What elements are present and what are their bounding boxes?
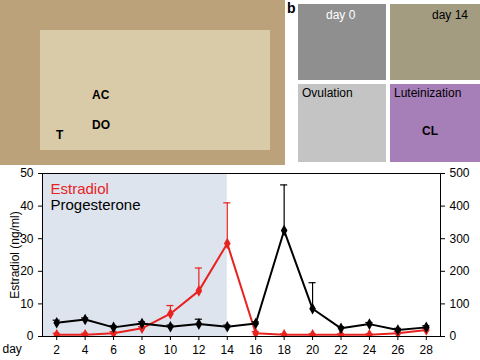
svg-text:Progesterone: Progesterone: [51, 196, 141, 213]
svg-text:22: 22: [334, 343, 348, 357]
svg-text:16: 16: [249, 343, 263, 357]
html-text:day 0: day 0: [326, 8, 356, 22]
svg-text:300: 300: [450, 232, 470, 246]
html-text:DO: DO: [92, 118, 110, 132]
svg-text:0: 0: [450, 329, 457, 343]
html-text:CL: CL: [422, 124, 438, 138]
svg-text:8: 8: [139, 343, 146, 357]
html-text:b: b: [287, 0, 296, 16]
svg-text:200: 200: [450, 264, 470, 278]
svg-text:24: 24: [363, 343, 377, 357]
svg-text:400: 400: [450, 199, 470, 213]
svg-text:day: day: [3, 342, 22, 356]
svg-text:28: 28: [420, 343, 434, 357]
svg-text:100: 100: [450, 297, 470, 311]
svg-text:Estradiol: Estradiol: [51, 180, 109, 197]
html-text:T: T: [56, 128, 64, 142]
svg-text:40: 40: [20, 199, 34, 213]
html-text:AC: AC: [92, 88, 110, 102]
svg-text:4: 4: [82, 343, 89, 357]
svg-text:10: 10: [164, 343, 178, 357]
svg-text:0: 0: [27, 329, 34, 343]
html-text:day 14: day 14: [432, 8, 468, 22]
svg-text:30: 30: [20, 232, 34, 246]
svg-text:10: 10: [20, 297, 34, 311]
svg-text:Estradiol (ng/ml): Estradiol (ng/ml): [8, 211, 22, 298]
svg-text:12: 12: [192, 343, 206, 357]
svg-text:2: 2: [53, 343, 60, 357]
svg-text:26: 26: [391, 343, 405, 357]
html-text:Ovulation: Ovulation: [302, 86, 353, 100]
svg-text:18: 18: [277, 343, 291, 357]
html-text:Luteinization: Luteinization: [394, 86, 462, 100]
svg-text:20: 20: [20, 264, 34, 278]
svg-text:14: 14: [221, 343, 235, 357]
svg-text:6: 6: [110, 343, 117, 357]
svg-text:50: 50: [20, 166, 34, 180]
svg-text:20: 20: [306, 343, 320, 357]
svg-text:500: 500: [450, 166, 470, 180]
